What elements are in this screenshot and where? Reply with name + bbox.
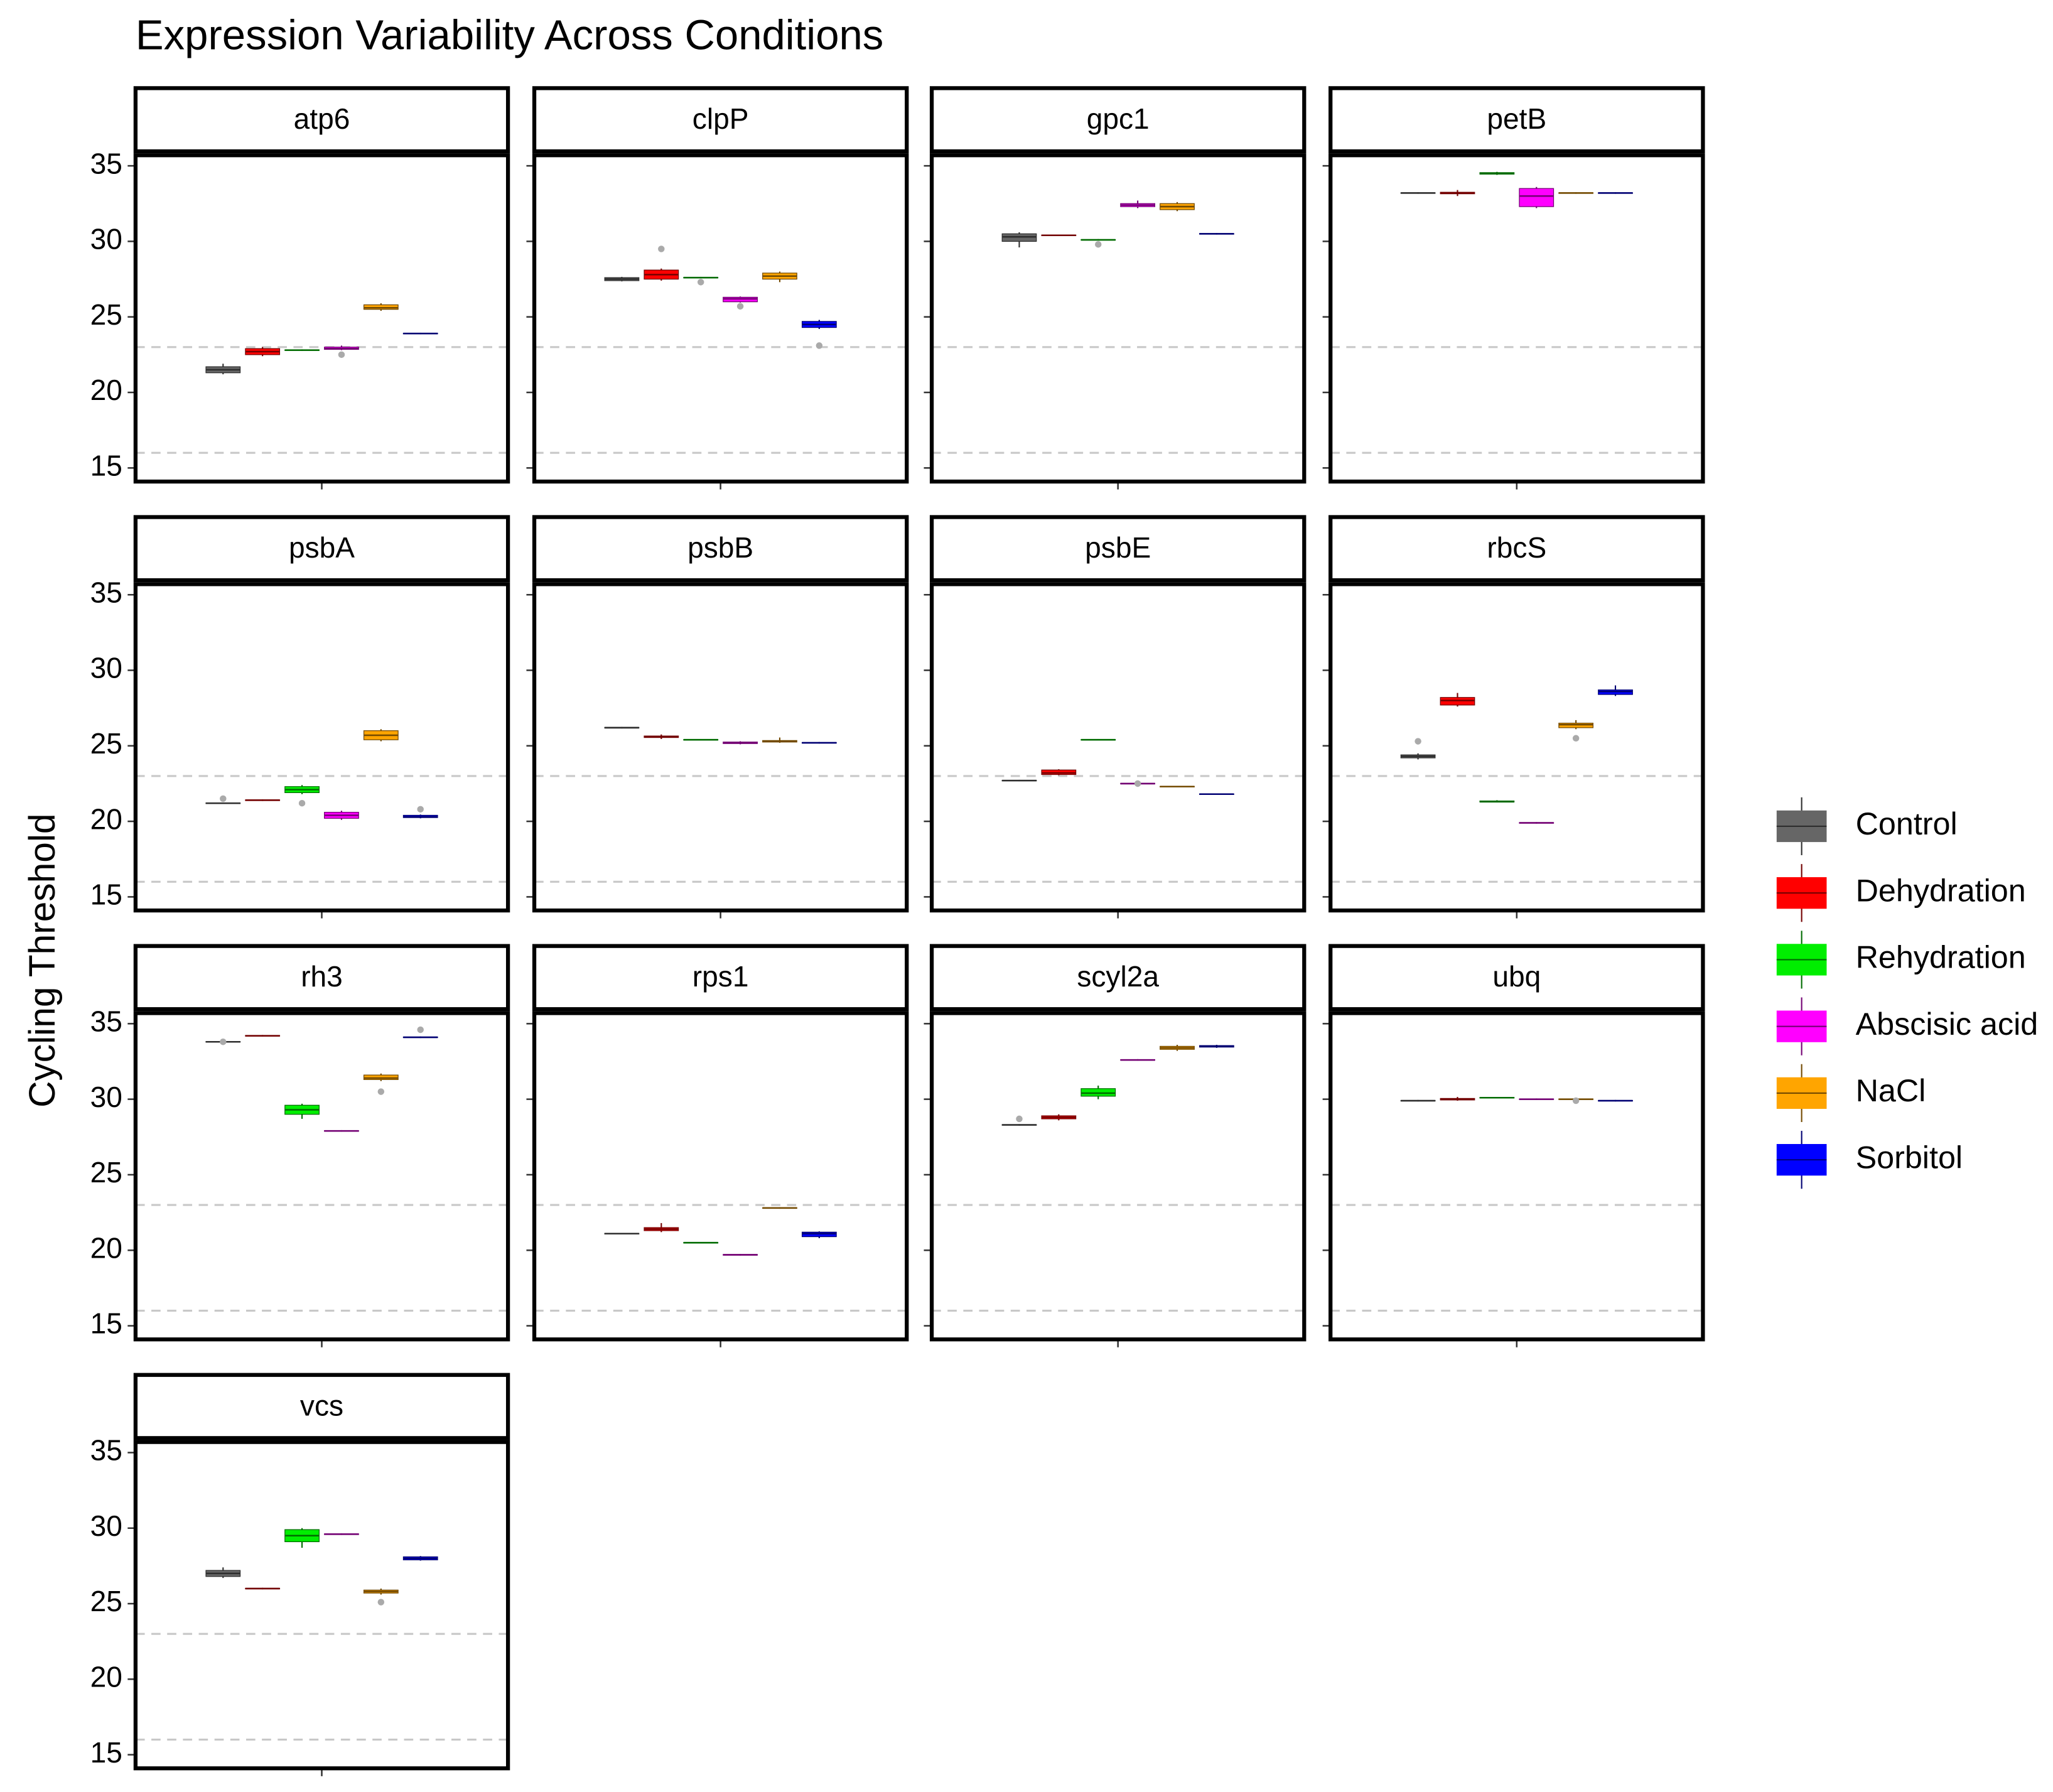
y-tick-label: 30 (90, 223, 122, 256)
panel-border (929, 153, 1307, 484)
facet-strip (532, 86, 909, 154)
outlier (1414, 738, 1421, 745)
outlier (1572, 1097, 1580, 1104)
facet-strip (1328, 944, 1705, 1012)
facet-strip (532, 515, 909, 583)
legend-label: NaCl (1856, 1072, 1926, 1108)
facet-label: scyl2a (1077, 960, 1159, 993)
outlier (377, 1599, 385, 1606)
facet-strip (1328, 86, 1705, 154)
y-tick-label: 15 (90, 1736, 122, 1769)
facet-label: petB (1487, 102, 1546, 135)
outlier (1134, 780, 1141, 787)
y-tick-label: 20 (90, 1231, 122, 1264)
y-tick-label: 35 (90, 1005, 122, 1038)
y-tick-label: 30 (90, 1509, 122, 1542)
legend-entry: Abscisic acid (1776, 997, 2039, 1055)
legend-entry: Sorbitol (1776, 1131, 1963, 1189)
outlier (697, 279, 704, 286)
facet-strip (929, 515, 1307, 583)
outlier (220, 1038, 227, 1045)
outlier (1095, 240, 1102, 248)
facet-strip (532, 944, 909, 1012)
facet-strip (929, 86, 1307, 154)
panel-border (532, 582, 909, 913)
panel-border (532, 153, 909, 484)
legend-entry: Dehydration (1776, 864, 2026, 922)
outlier (1572, 735, 1580, 742)
panel-border (1328, 582, 1705, 913)
legend-label: Sorbitol (1856, 1139, 1963, 1175)
panel-border (133, 153, 510, 484)
legend-label: Rehydration (1856, 939, 2026, 975)
outlier (377, 1088, 385, 1095)
facet-label: psbA (289, 531, 355, 564)
outlier (417, 1026, 424, 1034)
facet-strip (929, 944, 1307, 1012)
panel-border (133, 1011, 510, 1342)
facet-strip (133, 515, 510, 583)
outlier (417, 806, 424, 813)
outlier (736, 303, 744, 310)
facet-label: rps1 (692, 960, 749, 993)
facet-label: rh3 (301, 960, 343, 993)
legend-label: Dehydration (1856, 872, 2026, 908)
outlier (1016, 1115, 1023, 1123)
legend-entry: Rehydration (1776, 931, 2026, 989)
outlier (658, 246, 665, 252)
panel-border (929, 582, 1307, 913)
legend-entry: Control (1776, 797, 1958, 856)
outlier (220, 795, 227, 802)
y-tick-label: 15 (90, 449, 122, 482)
facet-label: atp6 (294, 102, 350, 135)
box (1519, 188, 1555, 207)
facet-label: psbB (687, 531, 753, 564)
chart-title: Expression Variability Across Conditions (136, 11, 883, 58)
facet-strip (1328, 515, 1705, 583)
y-tick-label: 30 (90, 1081, 122, 1113)
facet-label: gpc1 (1087, 102, 1150, 135)
y-tick-label: 15 (90, 878, 122, 911)
facet-label: vcs (300, 1389, 343, 1422)
facet-strip (133, 86, 510, 154)
y-axis-label: Cycling Threshold (22, 813, 63, 1107)
facet-label: psbE (1085, 531, 1151, 564)
panel-border (133, 1440, 510, 1771)
panel-border (1328, 153, 1705, 484)
panel-border (133, 582, 510, 913)
facet-label: ubq (1492, 960, 1541, 993)
y-tick-label: 25 (90, 727, 122, 760)
facet-label: clpP (692, 102, 749, 135)
legend-entry: NaCl (1776, 1064, 1926, 1122)
facet-label: rbcS (1487, 531, 1546, 564)
panel-border (1328, 1011, 1705, 1342)
y-tick-label: 20 (90, 1661, 122, 1693)
outlier (338, 351, 345, 359)
y-tick-label: 20 (90, 374, 122, 406)
y-tick-label: 25 (90, 1585, 122, 1617)
panel-border (532, 1011, 909, 1342)
facet-strip (133, 1373, 510, 1440)
y-tick-label: 25 (90, 298, 122, 331)
y-tick-label: 35 (90, 1434, 122, 1467)
y-tick-label: 15 (90, 1307, 122, 1340)
legend-label: Abscisic acid (1856, 1006, 2039, 1042)
facet-strip (133, 944, 510, 1012)
y-tick-label: 35 (90, 147, 122, 180)
y-tick-label: 25 (90, 1156, 122, 1189)
y-tick-label: 20 (90, 802, 122, 835)
outlier (816, 342, 823, 349)
outlier (298, 799, 306, 807)
y-tick-label: 30 (90, 652, 122, 684)
panel-border (929, 1011, 1307, 1342)
y-tick-label: 35 (90, 576, 122, 608)
legend-label: Control (1856, 806, 1958, 841)
